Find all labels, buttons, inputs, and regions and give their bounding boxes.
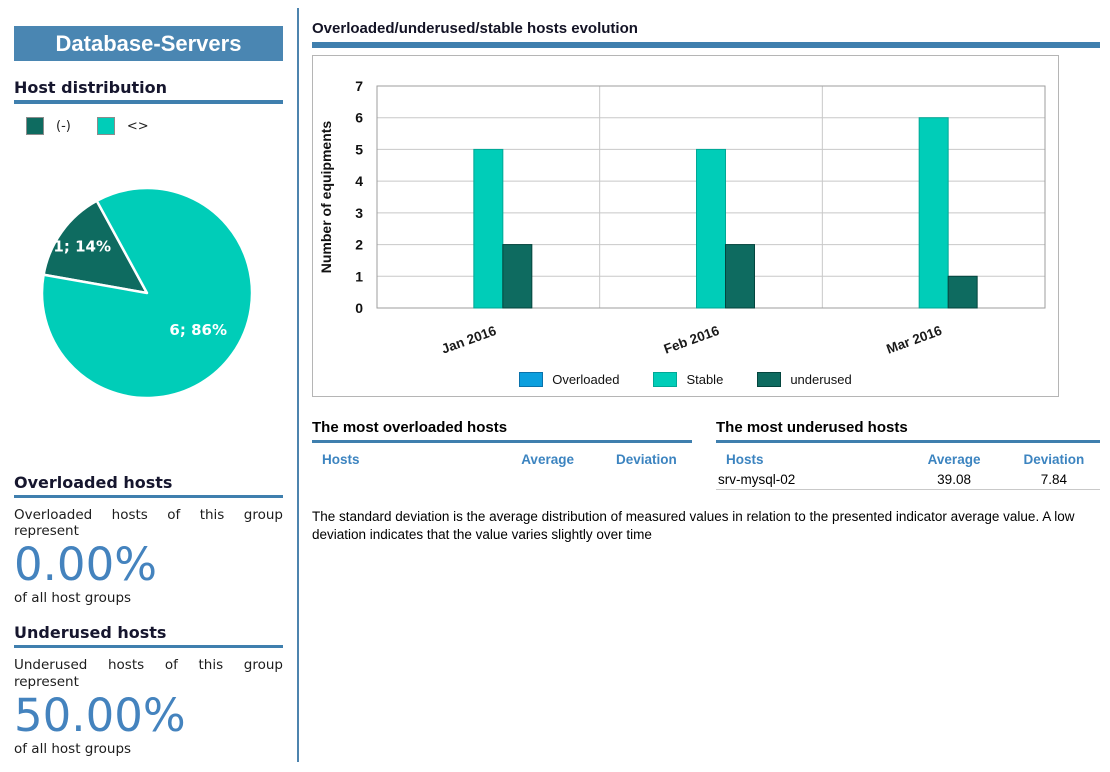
pie-slice-label-0: 1; 14% [53, 237, 111, 255]
overloaded-percentage: 0.00% [14, 542, 283, 587]
column-header-average: Average [900, 449, 1008, 470]
bar-legend-label-overloaded: Overloaded [552, 372, 619, 387]
y-tick-3: 3 [355, 205, 363, 221]
table-cell: 39.08 [900, 470, 1008, 490]
table-header-row: HostsAverageDeviation [716, 449, 1100, 470]
y-tick-6: 6 [355, 110, 363, 126]
underused-suffix: of all host groups [14, 741, 283, 757]
overloaded-hosts-table-section: The most overloaded hosts HostsAverageDe… [312, 419, 692, 490]
underused-hosts-text: Underused hosts of this group represent [14, 657, 283, 689]
pie-legend-label-1: <> [127, 119, 149, 134]
column-header-deviation: Deviation [601, 449, 692, 470]
y-axis-title: Number of equipments [318, 121, 334, 274]
host-tables: The most overloaded hosts HostsAverageDe… [312, 419, 1100, 490]
bar-underused-jan-2016 [503, 245, 532, 308]
underused-hosts-table: HostsAverageDeviationsrv-mysql-0239.087.… [716, 449, 1100, 490]
x-label-2: Mar 2016 [884, 323, 944, 356]
evolution-chart-heading: Overloaded/underused/stable hosts evolut… [312, 20, 1100, 48]
pie-slice-label-1: 6; 86% [169, 321, 227, 339]
bar-stable-mar-2016 [919, 118, 948, 308]
column-header-hosts: Hosts [312, 449, 494, 470]
overloaded-hosts-heading: Overloaded hosts [14, 473, 283, 498]
table-cell: srv-mysql-02 [716, 470, 900, 490]
y-tick-4: 4 [355, 173, 363, 189]
bar-legend-swatch-stable [653, 372, 677, 387]
host-distribution-pie-chart: 1; 14% 6; 86% [32, 181, 262, 411]
evolution-bar-chart: 0 1 2 3 4 5 6 7 Number of equipments Jan 2016 Feb … [313, 56, 1056, 356]
bar-stable-jan-2016 [474, 149, 503, 308]
x-label-1: Feb 2016 [662, 323, 722, 356]
evolution-chart-legend: Overloaded Stable underused [313, 372, 1058, 387]
y-tick-5: 5 [355, 141, 363, 157]
bar-underused-feb-2016 [726, 245, 755, 308]
overloaded-hosts-table: HostsAverageDeviation [312, 449, 692, 470]
overloaded-suffix: of all host groups [14, 590, 283, 606]
y-tick-0: 0 [355, 300, 363, 316]
pie-legend-label-0: (-) [56, 119, 71, 134]
y-tick-2: 2 [355, 237, 363, 253]
underused-table-heading: The most underused hosts [716, 419, 1100, 443]
bar-legend-swatch-underused [757, 372, 781, 387]
group-title: Database-Servers [14, 26, 283, 61]
x-label-0: Jan 2016 [439, 323, 498, 356]
pie-legend: (-) <> [14, 117, 283, 135]
bar-legend-label-stable: Stable [686, 372, 723, 387]
bar-legend-swatch-overloaded [519, 372, 543, 387]
report-page: Database-Servers Host distribution (-) <>… [0, 0, 1110, 772]
table-header-row: HostsAverageDeviation [312, 449, 692, 470]
table-cell: 7.84 [1008, 470, 1100, 490]
underused-hosts-table-section: The most underused hosts HostsAverageDev… [716, 419, 1100, 490]
overloaded-hosts-text: Overloaded hosts of this group represent [14, 507, 283, 539]
bar-legend-item-stable: Stable [653, 372, 723, 387]
pie-legend-swatch-0 [26, 117, 44, 135]
table-row-0: srv-mysql-0239.087.84 [716, 470, 1100, 490]
y-tick-7: 7 [355, 78, 363, 94]
bar-underused-mar-2016 [948, 276, 977, 308]
bar-legend-item-overloaded: Overloaded [519, 372, 619, 387]
evolution-chart: 0 1 2 3 4 5 6 7 Number of equipments Jan 2016 Feb … [312, 55, 1059, 397]
overloaded-table-heading: The most overloaded hosts [312, 419, 692, 443]
bar-legend-label-underused: underused [790, 372, 851, 387]
host-distribution-heading: Host distribution [14, 78, 283, 104]
underused-percentage: 50.00% [14, 693, 283, 738]
column-header-hosts: Hosts [716, 449, 900, 470]
column-header-average: Average [494, 449, 600, 470]
column-header-deviation: Deviation [1008, 449, 1100, 470]
bar-stable-feb-2016 [697, 149, 726, 308]
summary-panel: Database-Servers Host distribution (-) <>… [0, 0, 297, 772]
bar-legend-item-underused: underused [757, 372, 851, 387]
main-area: Overloaded/underused/stable hosts evolut… [299, 0, 1110, 772]
deviation-note: The standard deviation is the average di… [312, 508, 1096, 544]
underused-hosts-heading: Underused hosts [14, 623, 283, 648]
y-tick-1: 1 [355, 268, 363, 284]
pie-legend-swatch-1 [97, 117, 115, 135]
